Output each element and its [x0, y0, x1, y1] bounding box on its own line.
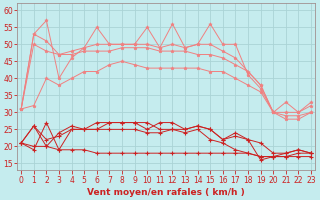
X-axis label: Vent moyen/en rafales ( km/h ): Vent moyen/en rafales ( km/h ) [87, 188, 245, 197]
